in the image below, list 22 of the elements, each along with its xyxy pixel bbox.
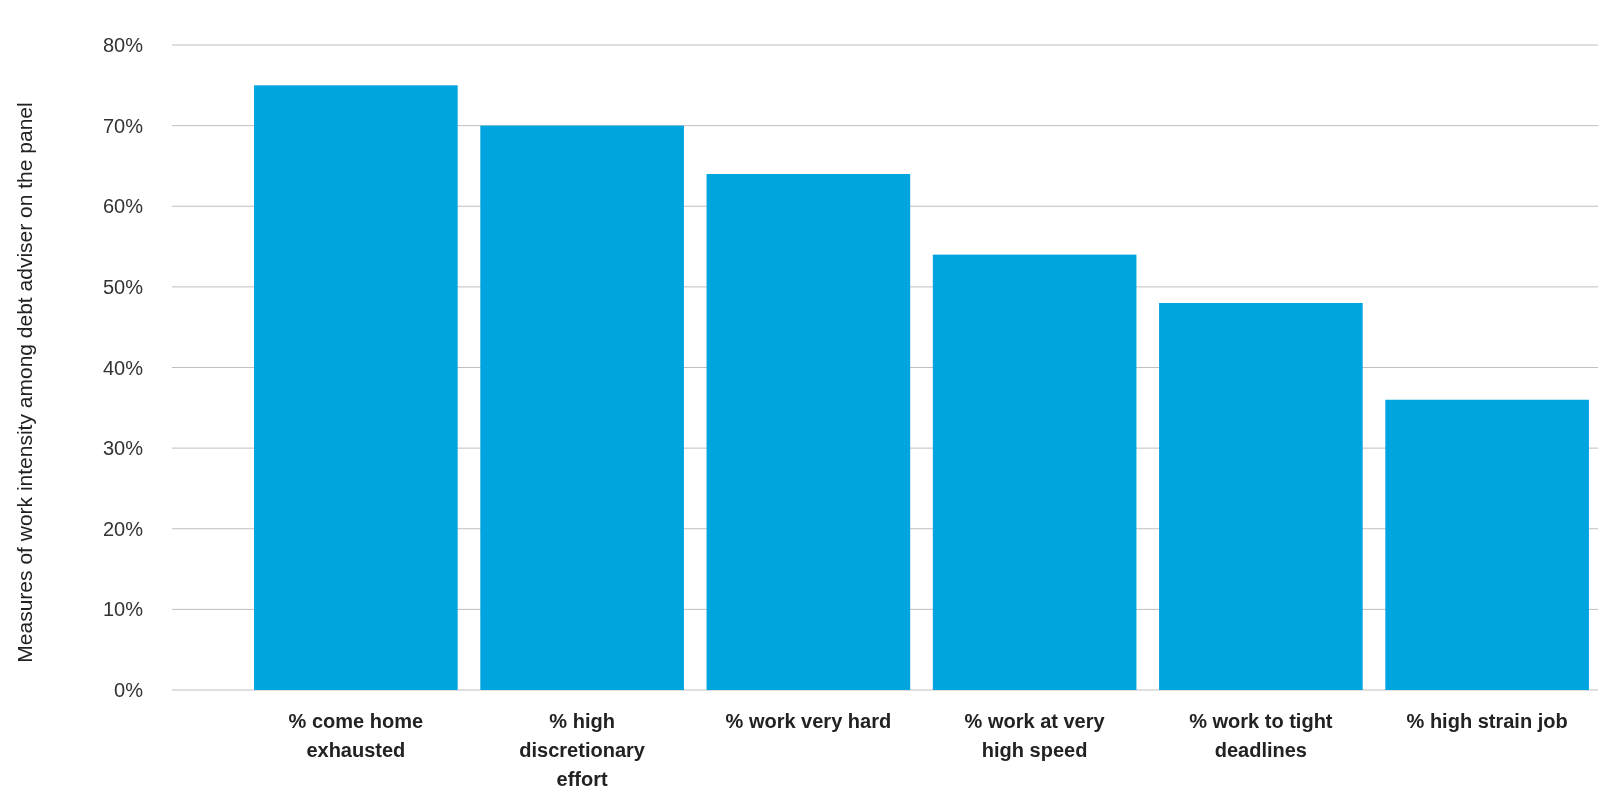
y-axis-title: Measures of work intensity among debt adviser on the panel: [13, 102, 36, 663]
x-tick-label: % come home exhausted: [288, 710, 424, 761]
bar: [1385, 399, 1589, 690]
x-tick-label: % work at very high speed: [964, 710, 1106, 761]
y-tick-label: 70%: [102, 114, 144, 137]
bar: [1159, 303, 1363, 690]
bar: [706, 174, 911, 690]
x-tick-label: % work very hard: [725, 710, 892, 732]
y-tick-label: 80%: [102, 34, 144, 56]
y-tick-label: 20%: [102, 517, 144, 540]
bar: [254, 85, 458, 690]
y-tick-label: 50%: [102, 275, 144, 298]
bar: [480, 125, 684, 690]
y-tick-label: 0%: [114, 679, 144, 701]
x-tick-label: % high strain job: [1406, 710, 1568, 732]
bar: [932, 254, 1137, 690]
y-tick-label: 40%: [102, 356, 144, 379]
x-tick-label: % high discretionary effort: [519, 710, 646, 790]
y-tick-label: 30%: [102, 437, 144, 460]
y-tick-label: 10%: [102, 598, 144, 621]
x-tick-label: % work to tight deadlines: [1189, 710, 1333, 761]
y-tick-label: 60%: [102, 195, 144, 218]
